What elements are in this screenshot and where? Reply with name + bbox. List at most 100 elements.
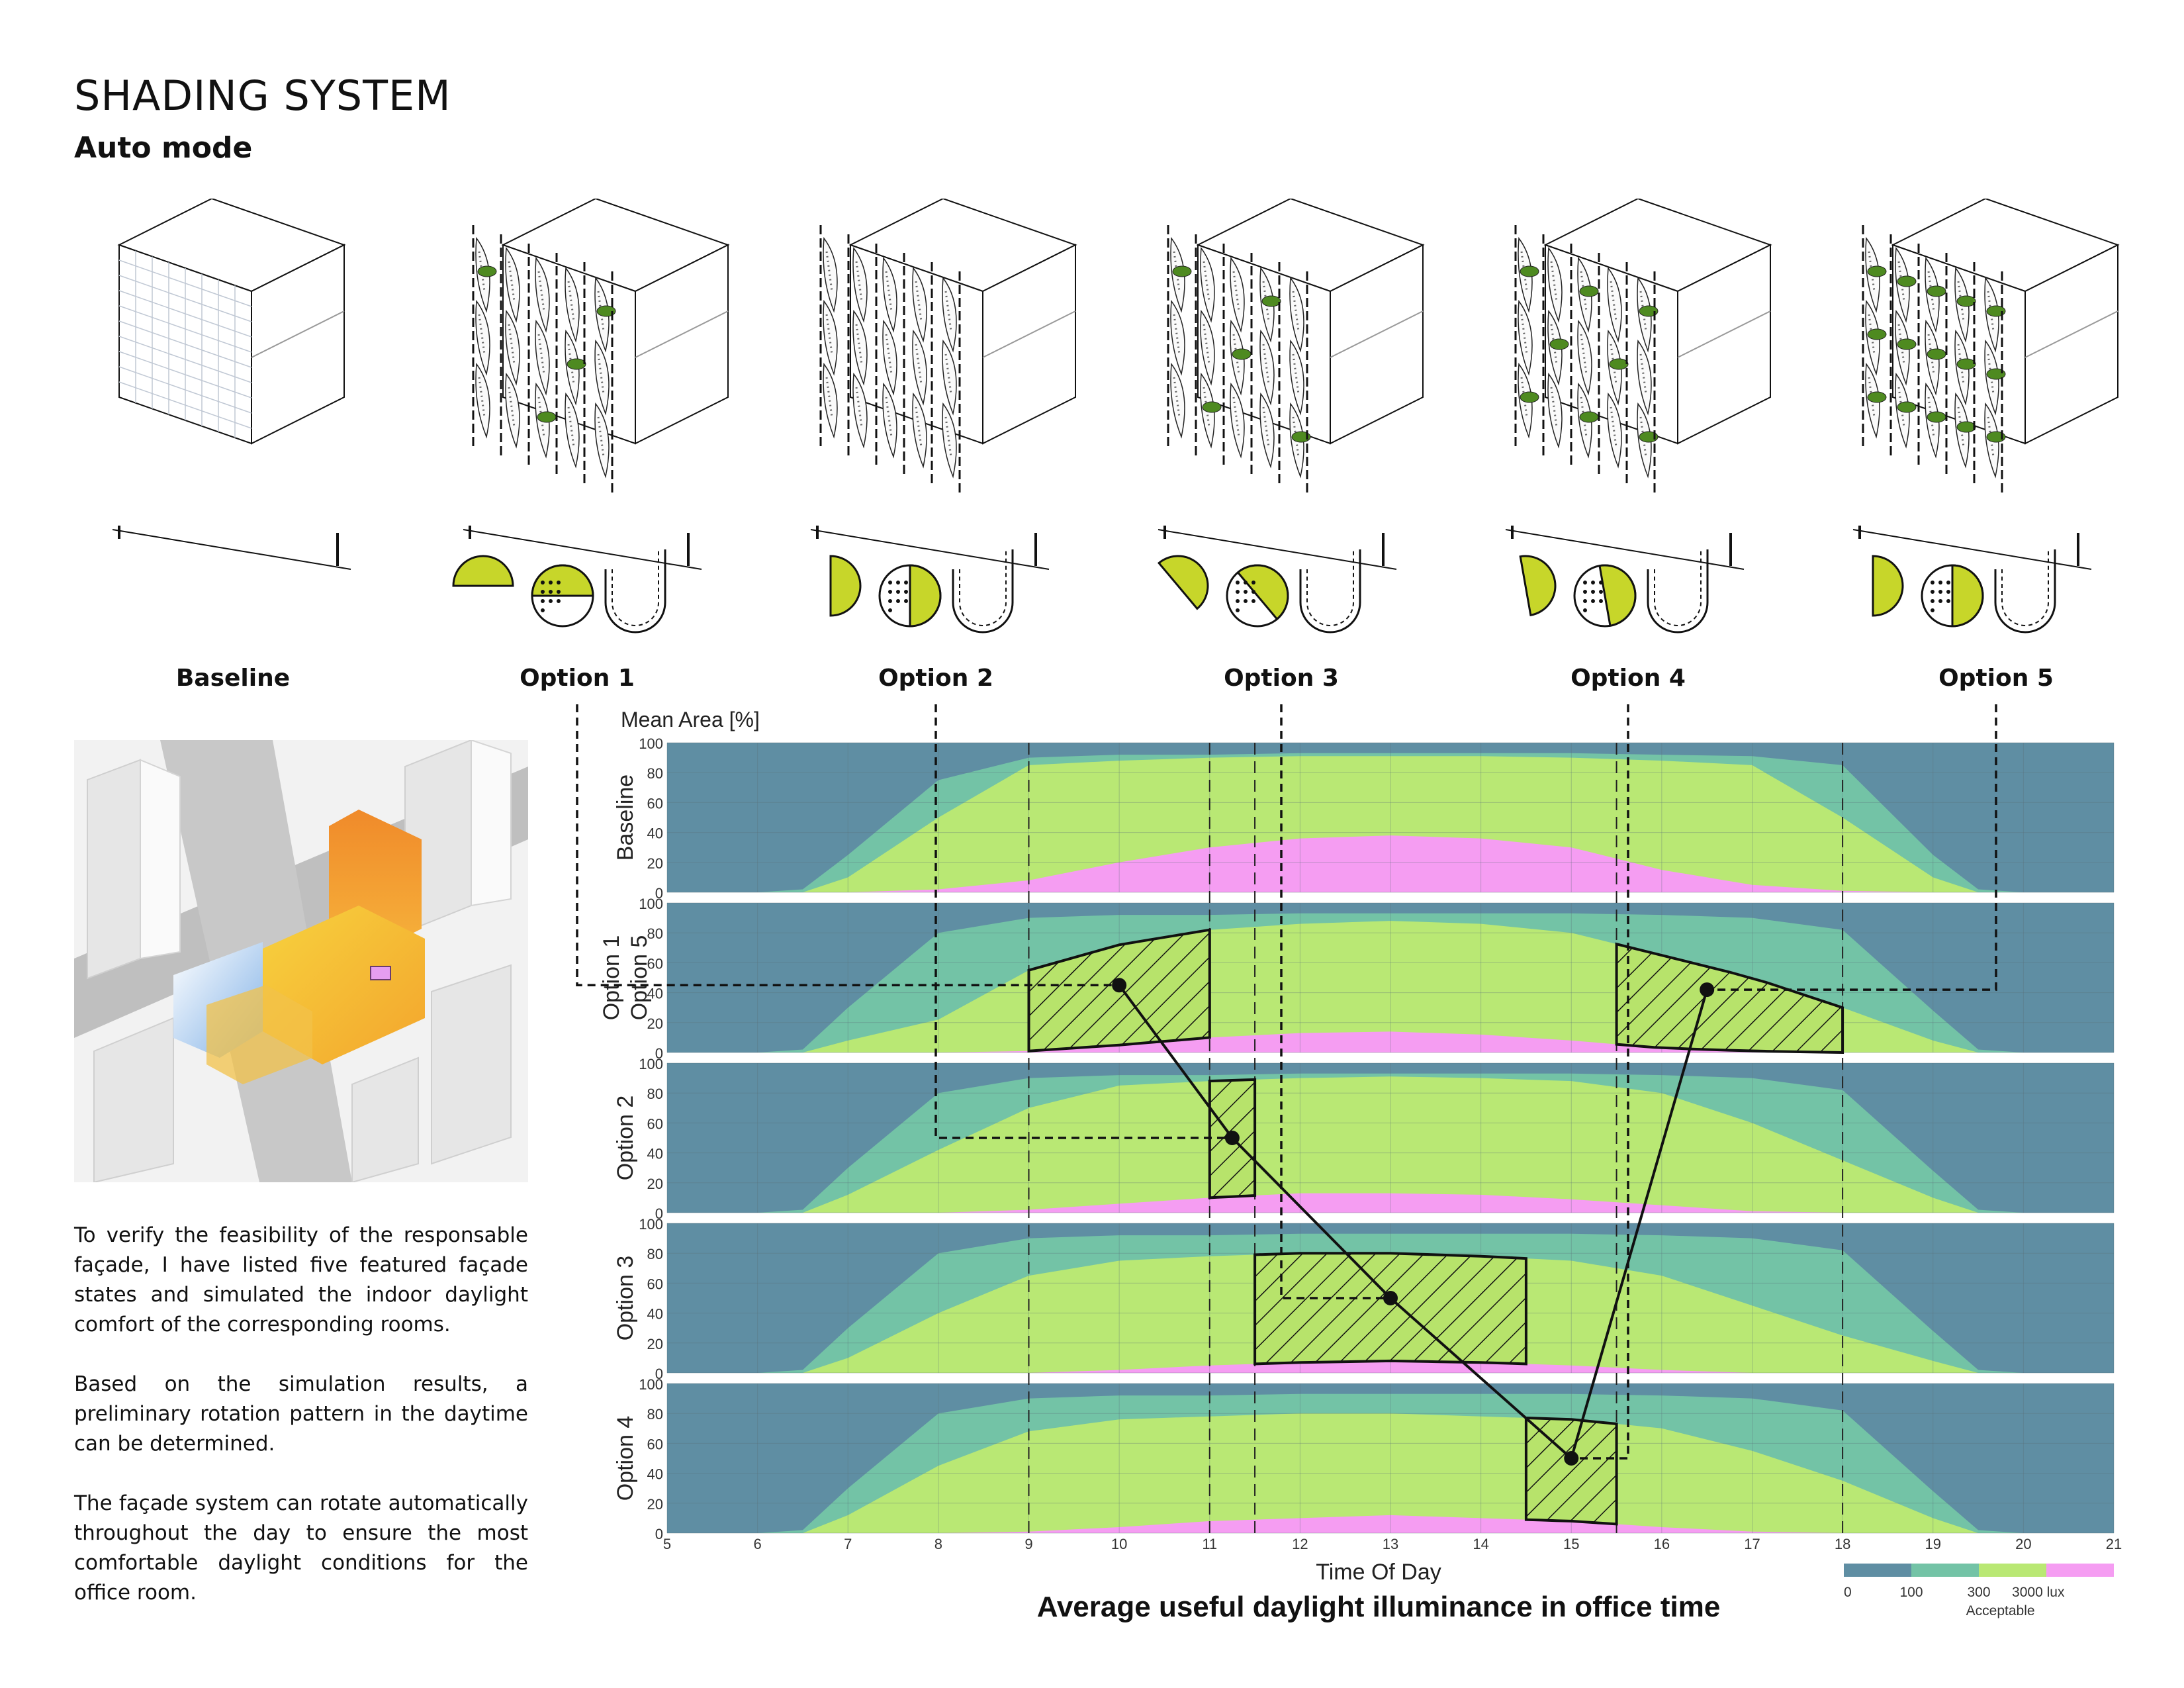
selected-window-4 [1524,1416,1618,1526]
panel-name: Option 4 [613,1416,638,1501]
selected-window-5 [1615,942,1844,1055]
panel-name: Option 5 [627,935,652,1021]
x-tick-label: 16 [1654,1536,1670,1552]
x-tick-label: 7 [844,1536,852,1552]
y-tick-label: 40 [647,986,663,1002]
y-tick-label: 80 [647,1086,663,1102]
legend-tick: 300 [1967,1585,1990,1600]
x-tick-label: 14 [1473,1536,1488,1552]
x-tick-label: 5 [663,1536,671,1552]
y-tick-label: 20 [647,855,663,872]
facade-illustrations [112,199,2120,633]
y-tick-label: 80 [647,765,663,782]
panel-name: Option 1 [599,935,624,1021]
y-tick-label: 60 [647,1115,663,1132]
x-tick-label: 13 [1383,1536,1398,1552]
legend-note: Acceptable [1966,1603,2035,1618]
x-tick-label: 8 [934,1536,942,1552]
y-tick-label: 80 [647,1406,663,1423]
band-above-3000 [667,1193,2114,1213]
panel-name: Option 2 [613,1096,638,1181]
chart-legend: 0 100 300 3000 lux Acceptable [1844,1564,2114,1618]
y-tick-label: 100 [639,1056,663,1072]
y-tick-label: 20 [647,1496,663,1513]
y-tick-label: 40 [647,1306,663,1323]
plan-detail [1505,526,1745,633]
plan-detail [112,526,351,570]
description-paragraph-2: Based on the simulation results, a preli… [74,1372,528,1456]
x-tick-label: 15 [1563,1536,1579,1552]
band-above-3000 [667,835,2114,892]
y-tick-label: 100 [639,896,663,912]
legend-tick: 3000 lux [2012,1585,2065,1600]
x-tick-label: 21 [2106,1536,2122,1552]
plan-detail [452,526,702,633]
x-tick-label: 20 [2015,1536,2031,1552]
y-tick-label: 80 [647,925,663,942]
legend-swatch-1 [1844,1564,1911,1577]
panel-3: 0 20 40 60 80 100 Option 2 [613,1056,2115,1222]
y-tick-label: 60 [647,795,663,812]
legend-tick: 100 [1899,1585,1923,1600]
option-box-1 [452,199,730,633]
option-box-3 [1157,199,1425,633]
y-tick-label: 40 [647,825,663,842]
label-option-1: Option 1 [520,665,635,692]
selected-window-3 [1253,1252,1527,1366]
legend-swatch-3 [1979,1564,2046,1577]
y-tick-label: 20 [647,1015,663,1032]
label-connector-5 [1707,704,1997,991]
description-paragraph-1: To verify the feasibility of the respons… [74,1223,528,1336]
panel-1: 0 20 40 60 80 100 Baseline [613,735,2115,902]
y-tick-label: 40 [647,1466,663,1483]
legend-swatch-4 [2046,1564,2114,1577]
site-context-image [74,740,528,1182]
label-connector-3 [1280,704,1390,1299]
description-text: To verify the feasibility of the respons… [74,1221,528,1638]
label-option-3: Option 3 [1224,665,1339,692]
x-tick-label: 18 [1835,1536,1850,1552]
y-tick-label: 60 [647,955,663,972]
y-tick-label: 60 [647,1436,663,1452]
y-tick-label: 100 [639,1376,663,1393]
panel-5: 0 20 40 60 80 100 Option 4 [613,1376,2115,1542]
band-above-3000 [667,1515,2114,1533]
y-axis-title: Mean Area [%] [621,708,760,731]
chart-caption: Average useful daylight illuminance in o… [1037,1591,1721,1623]
y-tick-label: 0 [655,1526,663,1542]
x-tick-label: 10 [1111,1536,1127,1552]
y-tick-label: 80 [647,1246,663,1262]
label-baseline: Baseline [175,665,291,692]
label-option-4: Option 4 [1570,665,1686,692]
panel-name: Baseline [613,774,638,861]
legend-tick: 0 [1844,1585,1852,1600]
plan-detail [1852,526,2092,633]
label-connector-1 [576,704,1120,987]
panel-2: 0 20 40 60 80 100 Option 1 Option 5 [599,896,2115,1062]
x-tick-label: 6 [754,1536,762,1552]
y-tick-label: 0 [655,1045,663,1062]
plan-detail [1157,526,1397,633]
option-box-4 [1505,199,1772,633]
panel-name: Option 3 [613,1256,638,1341]
x-axis-title: Time Of Day [1316,1560,1441,1585]
page-subtitle: Auto mode [74,131,253,165]
x-tick-label: 17 [1744,1536,1760,1552]
x-tick-label: 19 [1925,1536,1941,1552]
description-paragraph-3: The façade system can rotate automatical… [74,1491,528,1605]
y-tick-label: 20 [647,1176,663,1192]
page-title: SHADING SYSTEM [74,71,451,120]
y-tick-label: 0 [655,1205,663,1222]
option-box-5 [1852,199,2120,633]
option-box-2 [810,199,1077,633]
band-above-3000 [667,1360,2114,1373]
y-tick-label: 0 [655,1366,663,1382]
band-above-3000 [667,1031,2114,1053]
y-tick-label: 20 [647,1336,663,1352]
y-tick-label: 60 [647,1276,663,1292]
plan-detail [810,526,1050,633]
y-tick-label: 100 [639,1216,663,1233]
legend-swatch-2 [1911,1564,1979,1577]
y-tick-label: 40 [647,1146,663,1162]
